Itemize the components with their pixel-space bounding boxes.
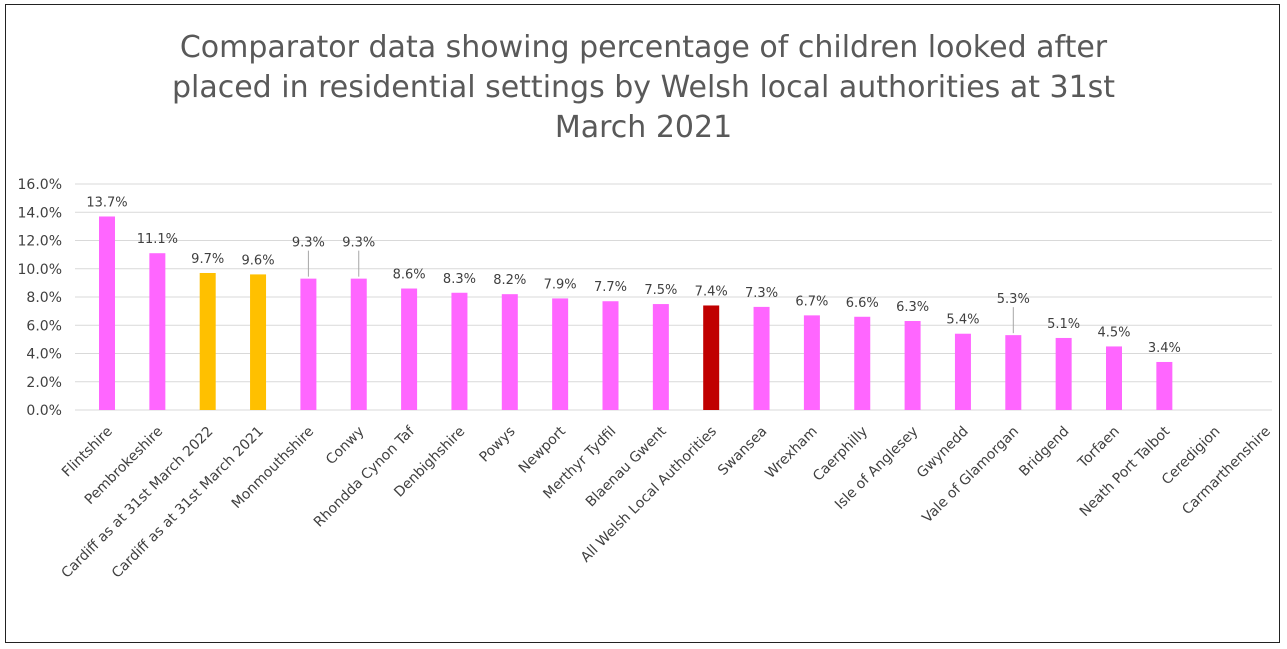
bar [1055,337,1072,410]
category-label: Powys [477,424,519,466]
chart-title-line-1: Comparator data showing percentage of ch… [179,30,1108,65]
y-tick-label: 0.0% [26,403,62,419]
bar [199,272,216,410]
bar [501,294,518,410]
category-label: Bridgend [1016,424,1072,480]
data-label: 8.2% [493,273,526,288]
y-tick-label: 10.0% [18,262,62,278]
bar [1106,346,1122,410]
category-label: Newport [516,423,570,477]
bar [954,333,971,410]
bar [300,278,317,410]
data-label: 6.7% [795,294,828,309]
data-label: 7.5% [644,283,677,298]
y-tick-label: 6.0% [26,318,62,334]
data-label: 4.5% [1097,325,1130,340]
category-label: Torfaen [1074,424,1122,472]
bar [552,298,569,410]
y-tick-label: 14.0% [18,205,62,221]
bar [904,321,921,410]
category-label: Carmarthenshire [1179,424,1274,519]
data-label: 5.4% [946,313,979,328]
bar [451,292,468,410]
bars [99,216,1173,410]
y-axis: 0.0% 2.0% 4.0% 6.0% 8.0% 10.0% 12.0% 14.0% 16.0% [18,177,62,419]
bar [250,274,267,410]
bar [1005,335,1022,410]
leader-lines [307,250,1014,334]
y-tick-label: 8.0% [26,290,62,306]
data-label: 9.3% [342,236,375,251]
bar [99,216,115,410]
data-label: 5.1% [1047,317,1080,332]
data-label: 8.3% [443,272,476,287]
gridlines [75,183,1272,411]
category-label: Vale of Glamorgan [919,424,1022,527]
bar [149,253,166,410]
y-tick-label: 4.0% [26,347,62,363]
data-label: 5.3% [997,292,1030,307]
data-label: 6.3% [896,300,929,315]
data-label: 3.4% [1148,341,1181,356]
chart-title-line-2: placed in residential settings by Welsh … [171,70,1116,105]
bar [602,301,619,410]
data-label: 7.9% [544,277,577,292]
bar [803,315,820,410]
bar [854,316,871,410]
data-label: 9.3% [292,236,325,251]
data-label: 7.4% [695,284,728,299]
bar [1156,361,1173,410]
data-label: 11.1% [137,232,178,247]
chart-frame [5,4,1280,643]
data-label: 9.7% [191,252,224,267]
bar [652,304,669,410]
data-label: 8.6% [393,268,426,283]
category-label: Conwy [323,424,368,469]
chart-title-line-3: March 2021 [554,110,733,145]
data-label: 9.6% [242,253,275,268]
bar [350,278,367,410]
data-label: 7.3% [745,286,778,301]
bar [753,306,770,410]
bar [703,305,720,410]
y-tick-label: 16.0% [18,177,62,193]
data-label: 13.7% [86,195,127,210]
data-label: 7.7% [594,280,627,295]
chart-title: Comparator data showing percentage of ch… [0,28,1287,148]
bar [401,288,418,410]
y-tick-label: 2.0% [26,375,62,391]
category-label: Neath Port Talbot [1077,423,1174,520]
y-tick-label: 12.0% [18,234,62,250]
data-labels: 13.7% 11.1% 9.7% 9.6% 9.3% 9.3% 8.6% 8.3% 8.2% 7.… [86,195,1181,355]
data-label: 6.6% [846,296,879,311]
